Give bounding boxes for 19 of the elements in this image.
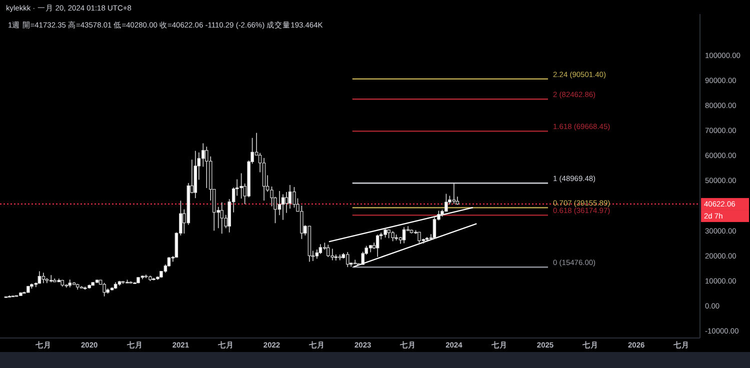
candlestick <box>376 234 380 258</box>
candlestick <box>288 184 292 209</box>
candlestick <box>220 202 224 234</box>
candlestick <box>326 244 330 258</box>
candlestick <box>338 254 342 261</box>
candlestick <box>330 248 334 261</box>
candlestick <box>38 270 42 284</box>
candlestick <box>262 158 266 201</box>
candlestick <box>102 282 106 297</box>
candlestick <box>284 192 288 214</box>
candlestick <box>292 186 296 208</box>
candlestick <box>42 272 46 284</box>
candlestick <box>402 226 406 244</box>
candlestick <box>281 194 285 220</box>
candlestick <box>384 228 387 238</box>
candlestick <box>278 190 282 216</box>
candlestick <box>240 172 243 199</box>
candlestick <box>391 230 394 242</box>
candlestick <box>300 205 304 240</box>
